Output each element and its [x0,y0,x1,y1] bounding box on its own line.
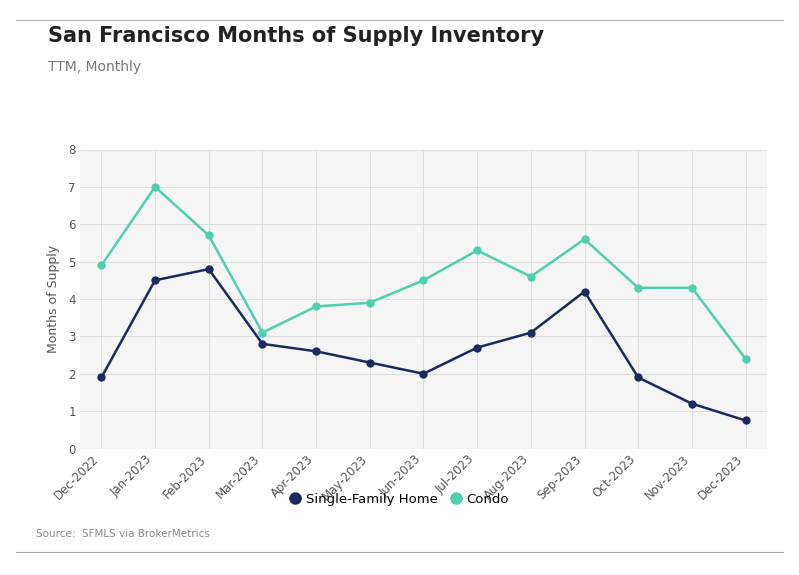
Single-Family Home [580,288,590,295]
Legend: Single-Family Home, Condo: Single-Family Home, Condo [284,488,515,511]
Y-axis label: Months of Supply: Months of Supply [47,245,60,353]
Single-Family Home [365,359,375,366]
Condo [204,232,213,239]
Line: Single-Family Home: Single-Family Home [97,265,749,424]
Condo [526,273,535,280]
Single-Family Home [150,277,160,283]
Text: San Francisco Months of Supply Inventory: San Francisco Months of Supply Inventory [48,26,544,46]
Single-Family Home [257,340,267,347]
Condo [580,236,590,243]
Condo [312,303,321,310]
Single-Family Home [526,329,535,336]
Text: TTM, Monthly: TTM, Monthly [48,60,141,74]
Condo [687,285,697,291]
Text: Source:  SFMLS via BrokerMetrics: Source: SFMLS via BrokerMetrics [36,530,210,539]
Single-Family Home [687,400,697,407]
Single-Family Home [472,344,482,351]
Condo [257,329,267,336]
Single-Family Home [634,374,643,381]
Condo [472,247,482,254]
Condo [419,277,428,283]
Single-Family Home [741,417,750,424]
Condo [634,285,643,291]
Single-Family Home [312,348,321,355]
Line: Condo: Condo [97,183,749,363]
Condo [365,299,375,306]
Single-Family Home [419,370,428,377]
Condo [741,355,750,362]
Condo [150,183,160,190]
Condo [97,262,106,269]
Single-Family Home [204,266,213,273]
Single-Family Home [97,374,106,381]
